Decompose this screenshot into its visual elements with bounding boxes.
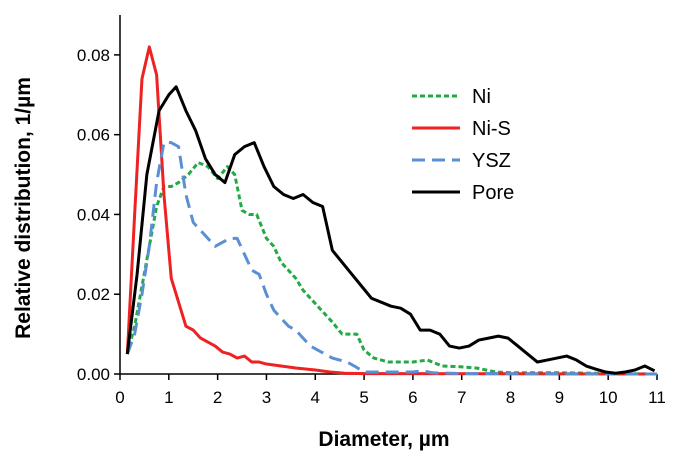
- legend-label-ysz: YSZ: [472, 150, 511, 172]
- series-group: [125, 45, 658, 376]
- legend-label-ni: Ni: [472, 86, 491, 108]
- x-tick-label: 8: [506, 388, 515, 407]
- y-tick-label: 0.00: [77, 365, 110, 384]
- x-tick-label: 10: [599, 388, 618, 407]
- axes: 0 1 2 3 4 5 6 7 8 9 10 11 0.00 0.02 0.04 0.06 0.08: [77, 15, 666, 407]
- x-tick-label: 11: [648, 388, 666, 407]
- legend: Ni Ni-S YSZ Pore: [412, 86, 514, 204]
- x-tick-label: 3: [262, 388, 271, 407]
- series-line-ni: [125, 161, 658, 376]
- x-tick-label: 1: [164, 388, 173, 407]
- y-axis-title: Relative distribution, 1/µm: [12, 77, 35, 339]
- x-tick-label: 5: [359, 388, 368, 407]
- x-tick-label: 6: [408, 388, 417, 407]
- series-line-ysz: [125, 141, 658, 376]
- series-line-pore: [125, 85, 656, 375]
- x-tick-label: 4: [311, 388, 320, 407]
- y-tick-label: 0.02: [77, 285, 110, 304]
- x-axis-title: Diameter, µm: [318, 428, 449, 451]
- x-tick-label: 7: [457, 388, 466, 407]
- y-tick-label: 0.06: [77, 126, 110, 145]
- y-tick-label: 0.04: [77, 205, 110, 224]
- legend-label-pore: Pore: [472, 182, 514, 204]
- legend-label-ni-s: Ni-S: [472, 118, 511, 140]
- y-tick-label: 0.08: [77, 46, 110, 65]
- x-tick-label: 2: [213, 388, 222, 407]
- series-line-ni-s: [125, 45, 658, 376]
- x-tick-label: 9: [555, 388, 564, 407]
- x-tick-label: 0: [115, 388, 124, 407]
